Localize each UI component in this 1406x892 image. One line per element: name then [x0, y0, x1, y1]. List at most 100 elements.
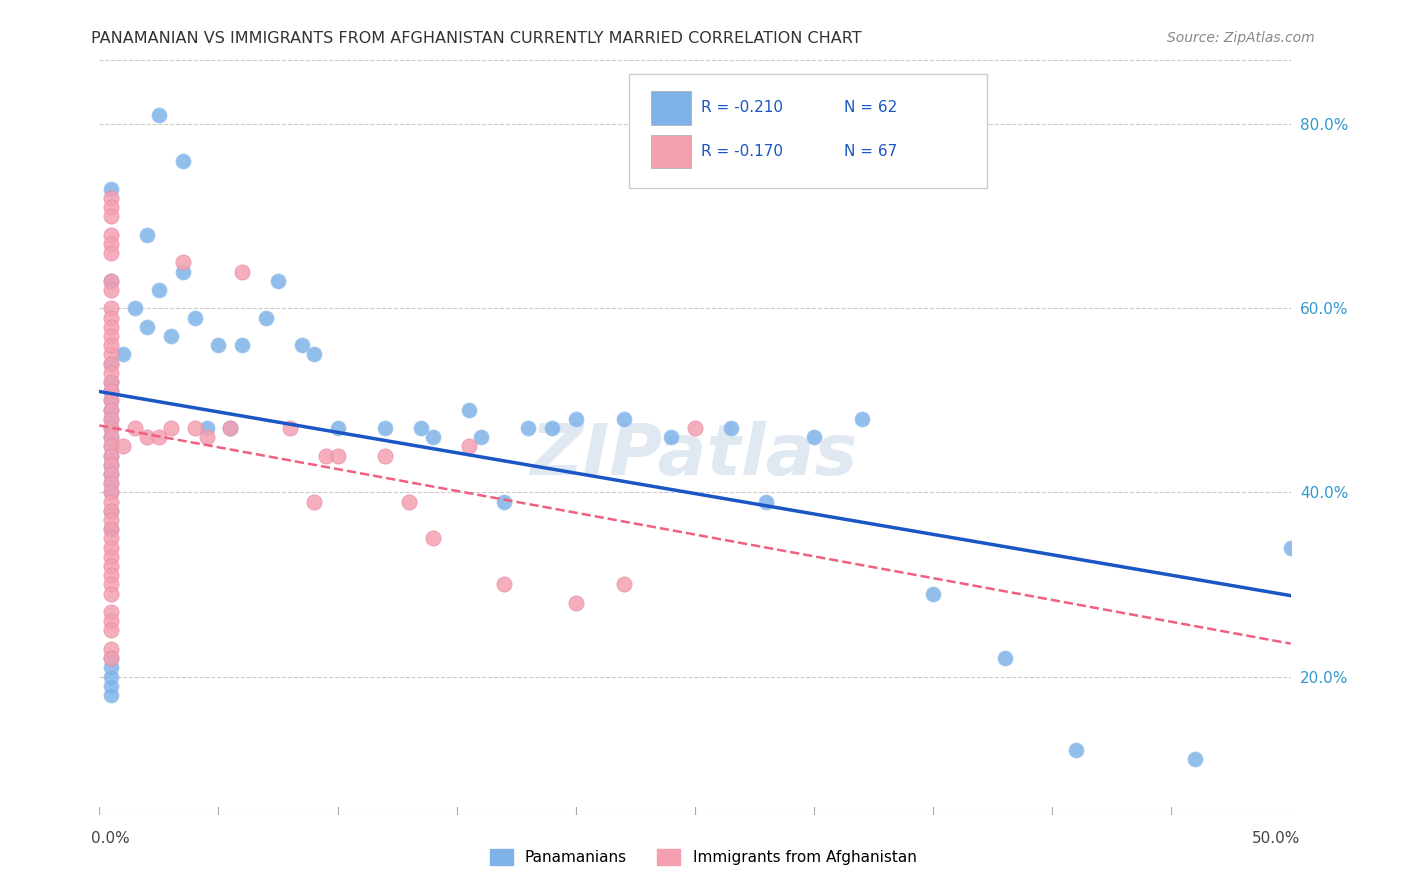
- Point: [302, 494, 325, 508]
- FancyBboxPatch shape: [630, 74, 987, 188]
- Point: [803, 430, 825, 444]
- Point: [100, 227, 122, 242]
- Point: [517, 421, 540, 435]
- Point: [219, 421, 242, 435]
- Point: [457, 402, 479, 417]
- Point: [267, 274, 290, 288]
- Point: [100, 651, 122, 665]
- Point: [207, 338, 229, 352]
- Point: [100, 467, 122, 481]
- Point: [565, 596, 588, 610]
- Point: [100, 541, 122, 555]
- Point: [100, 182, 122, 196]
- Text: ZIPatlas: ZIPatlas: [531, 421, 859, 490]
- Point: [100, 615, 122, 629]
- Text: PANAMANIAN VS IMMIGRANTS FROM AFGHANISTAN CURRENTLY MARRIED CORRELATION CHART: PANAMANIAN VS IMMIGRANTS FROM AFGHANISTA…: [91, 31, 862, 46]
- Point: [100, 236, 122, 251]
- Point: [231, 264, 253, 278]
- Point: [100, 476, 122, 491]
- Point: [100, 301, 122, 316]
- Point: [100, 412, 122, 426]
- Point: [100, 200, 122, 214]
- Point: [100, 402, 122, 417]
- Point: [659, 430, 682, 444]
- Point: [683, 421, 706, 435]
- Point: [100, 458, 122, 472]
- Point: [494, 577, 516, 591]
- Point: [100, 366, 122, 380]
- Point: [100, 624, 122, 638]
- Point: [326, 421, 349, 435]
- Point: [254, 310, 277, 325]
- Point: [278, 421, 301, 435]
- Point: [136, 319, 159, 334]
- Point: [100, 513, 122, 527]
- Point: [470, 430, 492, 444]
- Point: [100, 568, 122, 582]
- Point: [291, 338, 314, 352]
- Point: [100, 191, 122, 205]
- Point: [100, 338, 122, 352]
- Point: [183, 310, 205, 325]
- Point: [100, 522, 122, 536]
- Point: [100, 283, 122, 297]
- Point: [100, 504, 122, 518]
- Point: [124, 301, 146, 316]
- Text: N = 62: N = 62: [844, 101, 897, 115]
- Point: [100, 641, 122, 656]
- Point: [100, 651, 122, 665]
- Point: [100, 384, 122, 399]
- Point: [100, 449, 122, 463]
- Point: [541, 421, 564, 435]
- Point: [494, 494, 516, 508]
- Point: [100, 679, 122, 693]
- Point: [172, 255, 194, 269]
- Point: [326, 449, 349, 463]
- Point: [100, 688, 122, 702]
- Point: [565, 412, 588, 426]
- FancyBboxPatch shape: [651, 91, 692, 125]
- Point: [100, 412, 122, 426]
- Point: [100, 532, 122, 546]
- Point: [136, 430, 159, 444]
- Point: [422, 430, 444, 444]
- Point: [100, 357, 122, 371]
- Point: [148, 283, 170, 297]
- Point: [183, 421, 205, 435]
- Point: [100, 458, 122, 472]
- Point: [100, 393, 122, 408]
- Point: [124, 421, 146, 435]
- Point: [1279, 541, 1302, 555]
- Point: [195, 421, 218, 435]
- Text: 0.0%: 0.0%: [91, 831, 131, 846]
- Point: [219, 421, 242, 435]
- Point: [100, 319, 122, 334]
- Point: [1184, 752, 1206, 766]
- Point: [100, 375, 122, 389]
- Point: [100, 660, 122, 674]
- Point: [100, 605, 122, 619]
- Point: [100, 494, 122, 508]
- Point: [231, 338, 253, 352]
- Point: [100, 375, 122, 389]
- Point: [100, 274, 122, 288]
- Point: [172, 264, 194, 278]
- Point: [100, 449, 122, 463]
- Point: [398, 494, 420, 508]
- Point: [612, 577, 634, 591]
- Point: [100, 467, 122, 481]
- Text: N = 67: N = 67: [844, 144, 897, 159]
- Point: [100, 402, 122, 417]
- Point: [994, 651, 1017, 665]
- Point: [100, 421, 122, 435]
- Point: [100, 587, 122, 601]
- Point: [720, 421, 742, 435]
- Point: [100, 504, 122, 518]
- Point: [315, 449, 337, 463]
- FancyBboxPatch shape: [651, 135, 692, 169]
- Point: [100, 669, 122, 683]
- Point: [100, 485, 122, 500]
- Point: [100, 347, 122, 361]
- Point: [172, 154, 194, 169]
- Text: R = -0.170: R = -0.170: [702, 144, 783, 159]
